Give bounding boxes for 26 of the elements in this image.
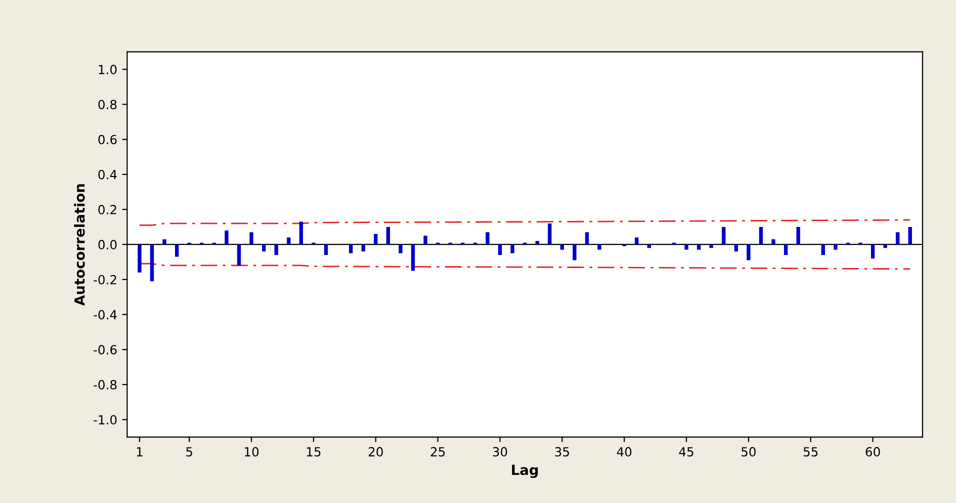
- y-tick-label: 0.0: [98, 240, 117, 250]
- x-tick-label: 40: [616, 447, 632, 457]
- x-tick-label: 1: [136, 447, 142, 456]
- x-tick-label: 25: [430, 447, 445, 457]
- y-tick-label: 0.8: [98, 100, 117, 110]
- y-tick-label: -0.6: [94, 345, 117, 354]
- x-tick-label: 60: [866, 447, 880, 457]
- x-tick-label: 45: [679, 447, 694, 457]
- y-tick-label: 0.2: [98, 204, 116, 214]
- y-tick-label: 0.4: [98, 170, 117, 180]
- x-tick-label: 55: [804, 447, 818, 457]
- y-tick-label: 0.6: [98, 134, 117, 144]
- x-tick-label: 10: [244, 447, 259, 457]
- x-tick-label: 35: [555, 447, 569, 457]
- x-tick-label: 5: [186, 447, 192, 457]
- y-axis-title: Autocorrelation: [74, 184, 85, 306]
- y-tick-label: -0.4: [94, 310, 117, 320]
- y-tick-label: -0.8: [94, 380, 117, 390]
- x-tick-label: 30: [492, 447, 508, 457]
- x-tick-label: 50: [742, 447, 756, 457]
- y-tick-label: 1.0: [98, 64, 117, 74]
- y-tick-label: -0.2: [94, 274, 116, 284]
- x-axis-title: Lag: [512, 464, 538, 478]
- x-tick-label: 20: [368, 447, 383, 457]
- x-tick-label: 15: [306, 447, 320, 457]
- y-tick-label: -1.0: [94, 415, 117, 425]
